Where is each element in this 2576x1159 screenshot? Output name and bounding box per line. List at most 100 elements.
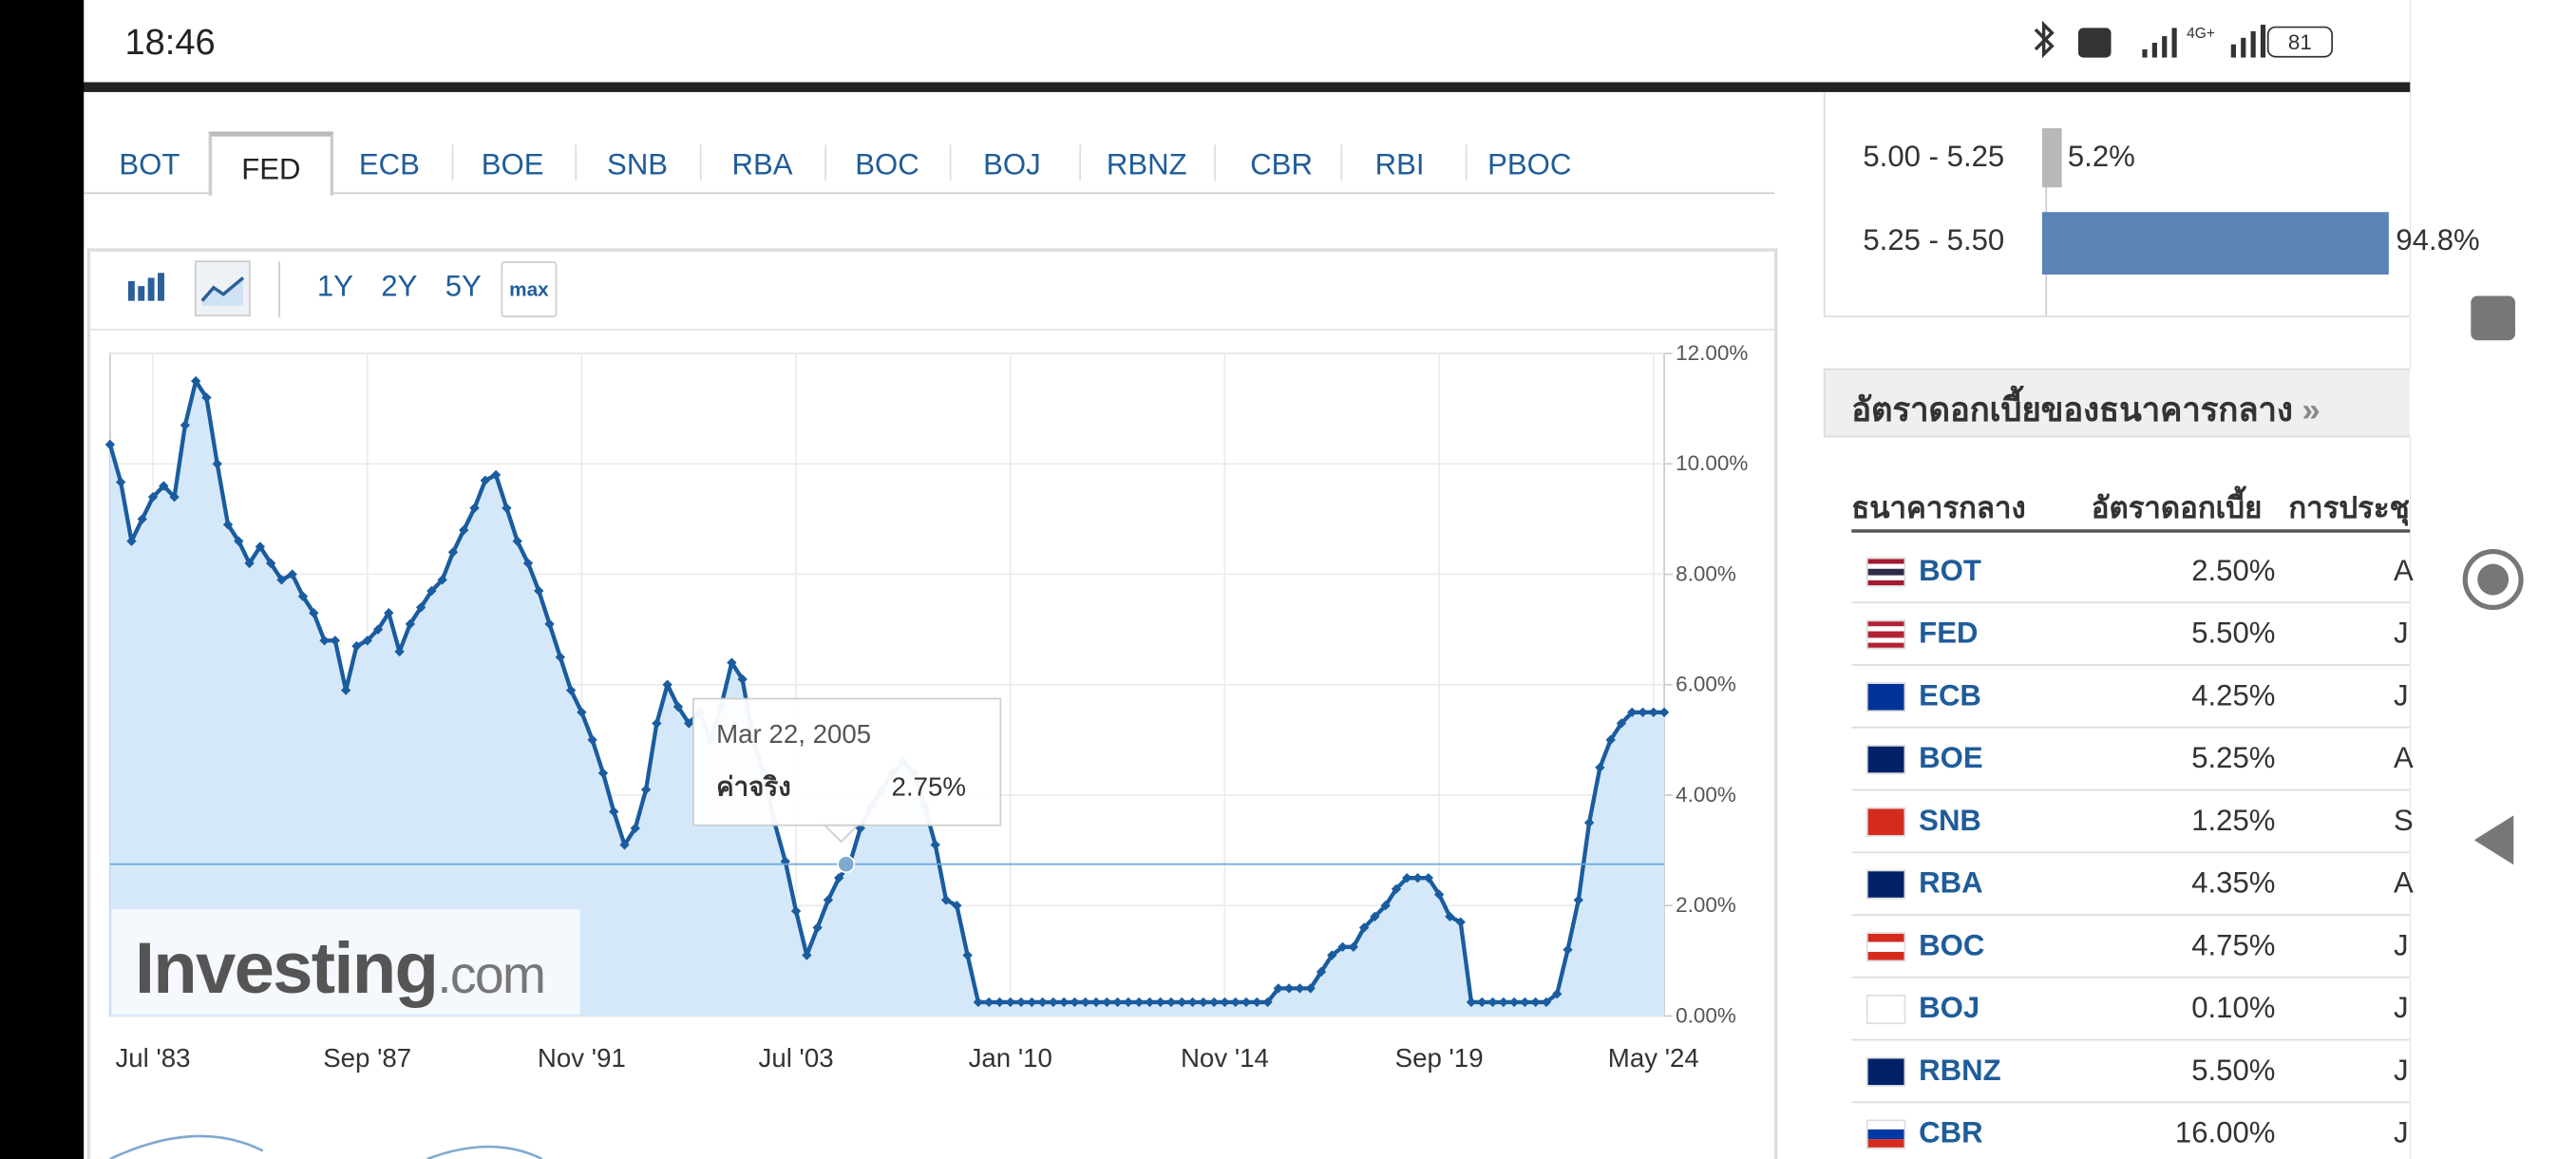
tab[interactable]: RBI [1374,147,1425,181]
probability-label: 5.2% [2067,140,2135,173]
range-button[interactable]: 2Y [381,269,418,303]
point [459,524,469,536]
back-button[interactable] [2471,812,2516,868]
point [234,536,244,546]
tab[interactable]: FED [208,131,334,196]
point [544,618,555,630]
flag-stripe [1867,1121,1904,1130]
flag-stripe [1867,871,1904,898]
flag-stripe [1867,559,1904,564]
flag-stripe [1867,1138,1904,1148]
point [1563,944,1573,955]
point [1358,922,1370,933]
next-meeting: J [2394,928,2409,962]
rate: 5.50% [2191,1054,2276,1087]
tab[interactable]: RBA [731,147,793,181]
x-tick-label: Jan '10 [969,1043,1052,1073]
divider [84,82,2411,92]
hover-point [837,855,856,874]
point [490,469,502,481]
rate-row[interactable]: BOE 5.25% A [1851,729,2414,791]
tab[interactable]: BOT [119,147,180,181]
flag-stripe [1867,808,1904,836]
rate-row[interactable]: SNB 1.25% S [1851,790,2414,854]
y-tick-label: 6.00% [1676,673,1736,696]
nav-bar [2410,0,2576,1159]
home-button[interactable] [2462,548,2524,611]
rate: 4.35% [2191,865,2276,900]
tab[interactable]: BOC [855,147,919,181]
range-button[interactable]: 5Y [445,269,482,303]
x-tick-label: Jul '03 [759,1043,834,1073]
rate-row[interactable]: BOC 4.75% J [1851,916,2411,978]
rates-title[interactable]: อัตราดอกเบี้ยของธนาคารกลาง » [1851,383,2320,435]
flag [1866,994,1906,1025]
tab[interactable]: RBNZ [1106,147,1187,181]
watermark: Investing.com [111,908,580,1015]
tab-separator [699,144,702,181]
chart-type-icons [127,260,280,317]
point [265,558,276,569]
point [823,895,834,905]
tabs-underline [84,192,1774,195]
tooltip-box [692,697,1002,826]
flag [1866,744,1906,775]
line-chart-button[interactable] [194,260,251,317]
rate-row[interactable]: ECB 4.25% J [1851,666,2411,729]
y-tick-label: 12.00% [1676,341,1748,365]
point [940,895,952,905]
bank: SNB [1919,804,1981,837]
flag [1866,619,1906,650]
flag [1866,932,1906,962]
rate-row[interactable]: FED 5.50% J [1851,603,2411,666]
flag-stripe [1867,621,1904,627]
rate: 5.50% [2191,616,2276,650]
range-label: 5.00 - 5.25 [1863,140,2005,173]
tab[interactable]: CBR [1250,147,1313,181]
flag-stripe [1867,942,1904,952]
tab[interactable]: PBOC [1487,147,1572,181]
flag-stripe [1867,951,1904,960]
bar-chart-button[interactable] [127,273,164,301]
x-tick-label: Nov '14 [1181,1043,1269,1073]
bank: FED [1919,616,1979,650]
column-header: อัตราดอกเบี้ย [2091,491,2263,525]
recents-button[interactable] [2471,295,2516,341]
tab-separator [1214,144,1216,181]
flag-stripe [1867,626,1904,633]
point [426,585,437,597]
tooltip: Mar 22, 2005 ค่าจริง 2.75% [692,697,1002,844]
watermark-brand: Investing [135,928,437,1009]
rate-row[interactable]: BOT 2.50% A [1851,541,2414,604]
rate-row[interactable]: RBNZ 5.50% J [1851,1040,2411,1104]
range-button[interactable]: max [501,261,558,317]
navigator [109,1134,543,1159]
tab[interactable]: ECB [358,147,420,181]
tooltip-value: 2.75% [892,772,966,802]
rate-row[interactable]: RBA 4.35% A [1851,853,2414,916]
point [1445,911,1455,922]
point [115,477,126,487]
rates-header: อัตราดอกเบี้ยของธนาคารกลาง » [1823,368,2418,438]
point [802,950,812,960]
point [384,608,394,618]
point [1370,911,1380,922]
rate-row[interactable]: BOJ 0.10% J [1851,978,2411,1041]
point [737,674,748,685]
y-tick-label: 0.00% [1676,1003,1736,1027]
tooltip-label: ค่าจริง [716,772,791,802]
tab[interactable]: BOE [481,147,544,181]
bank: RBA [1919,865,1983,900]
point [1391,884,1402,894]
probability-bar [2041,212,2390,275]
range-button[interactable]: 1Y [316,269,353,303]
area [109,381,1665,1016]
svg-text:4G+: 4G+ [2187,26,2215,42]
point [447,547,459,558]
next-meeting: J [2394,991,2409,1025]
tab[interactable]: SNB [607,147,669,181]
rate-row[interactable]: CBR 16.00% J [1851,1103,2410,1159]
tab[interactable]: BOJ [983,147,1041,181]
